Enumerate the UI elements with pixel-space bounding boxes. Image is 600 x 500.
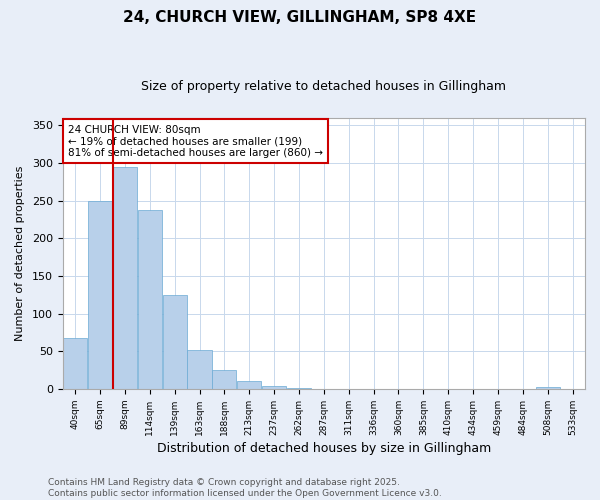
Bar: [287, 388, 311, 389]
Bar: [138, 210, 162, 389]
X-axis label: Distribution of detached houses by size in Gillingham: Distribution of detached houses by size …: [157, 442, 491, 455]
Bar: [113, 166, 137, 389]
Bar: [237, 380, 262, 389]
Bar: [63, 338, 87, 389]
Title: Size of property relative to detached houses in Gillingham: Size of property relative to detached ho…: [142, 80, 506, 93]
Y-axis label: Number of detached properties: Number of detached properties: [15, 166, 25, 341]
Bar: [187, 350, 212, 389]
Bar: [212, 370, 236, 389]
Bar: [536, 388, 560, 389]
Bar: [88, 200, 112, 389]
Text: 24 CHURCH VIEW: 80sqm
← 19% of detached houses are smaller (199)
81% of semi-det: 24 CHURCH VIEW: 80sqm ← 19% of detached …: [68, 124, 323, 158]
Bar: [262, 386, 286, 389]
Text: 24, CHURCH VIEW, GILLINGHAM, SP8 4XE: 24, CHURCH VIEW, GILLINGHAM, SP8 4XE: [124, 10, 476, 25]
Bar: [163, 295, 187, 389]
Text: Contains HM Land Registry data © Crown copyright and database right 2025.
Contai: Contains HM Land Registry data © Crown c…: [48, 478, 442, 498]
